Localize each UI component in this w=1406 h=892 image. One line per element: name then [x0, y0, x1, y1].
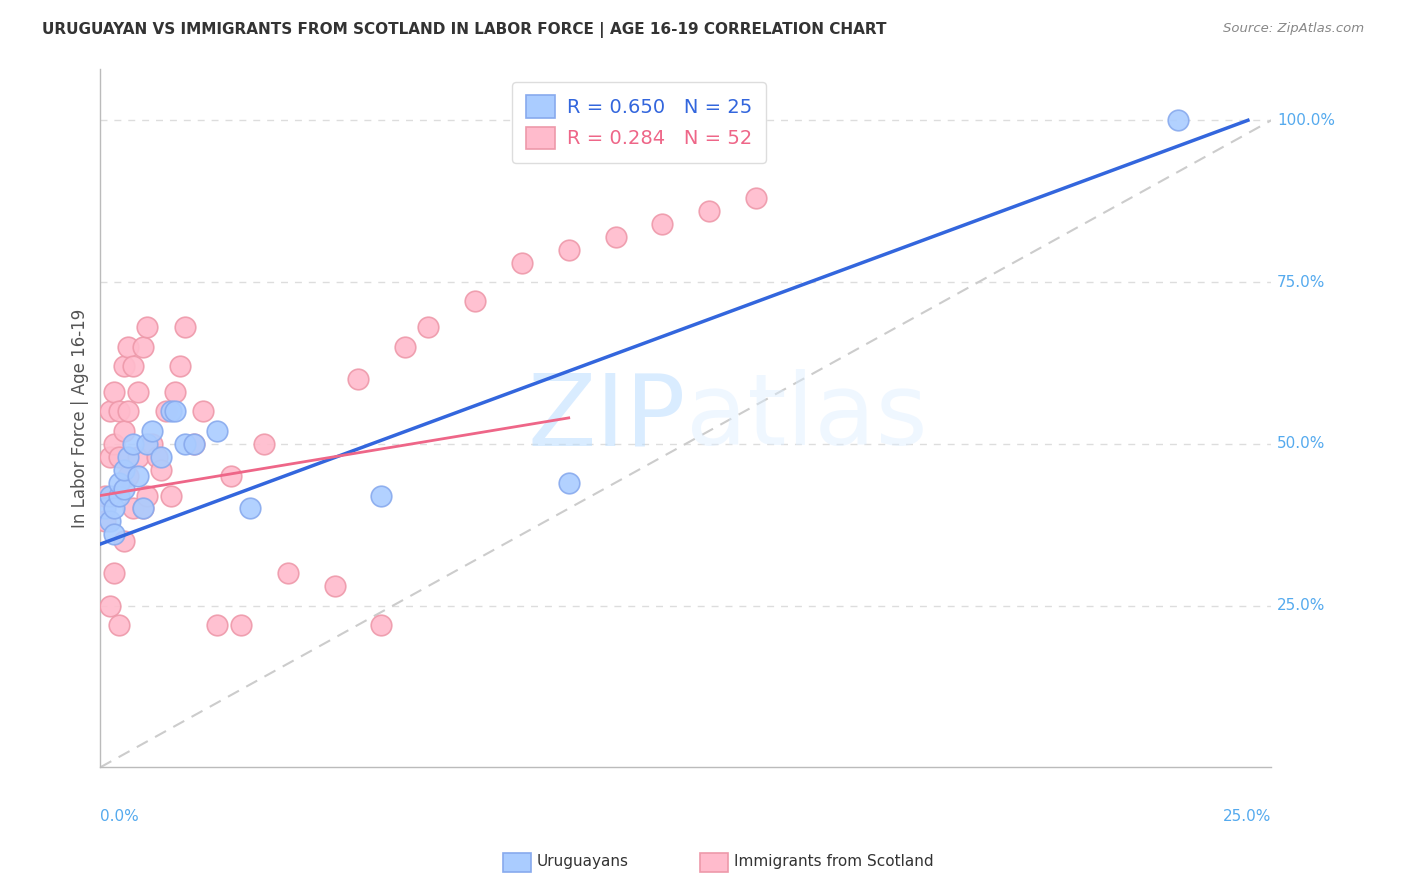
Point	[112, 533, 135, 548]
Text: 25.0%: 25.0%	[1223, 809, 1271, 824]
Point	[112, 463, 135, 477]
Point	[150, 450, 173, 464]
Text: URUGUAYAN VS IMMIGRANTS FROM SCOTLAND IN LABOR FORCE | AGE 16-19 CORRELATION CHA: URUGUAYAN VS IMMIGRANTS FROM SCOTLAND IN…	[42, 22, 887, 38]
Point	[94, 489, 117, 503]
Point	[651, 217, 673, 231]
Text: 50.0%: 50.0%	[1277, 436, 1326, 451]
Point	[122, 501, 145, 516]
Point	[122, 437, 145, 451]
Point	[127, 469, 149, 483]
Point	[108, 489, 131, 503]
Text: 0.0%: 0.0%	[100, 809, 139, 824]
Point	[141, 437, 163, 451]
Point	[277, 566, 299, 581]
Point	[155, 404, 177, 418]
Point	[103, 527, 125, 541]
Point	[112, 359, 135, 373]
Point	[150, 463, 173, 477]
Point	[103, 566, 125, 581]
Point	[98, 404, 121, 418]
Point	[94, 501, 117, 516]
Legend: R = 0.650   N = 25, R = 0.284   N = 52: R = 0.650 N = 25, R = 0.284 N = 52	[512, 82, 766, 162]
Point	[558, 475, 581, 490]
Point	[745, 191, 768, 205]
Text: Uruguayans: Uruguayans	[537, 855, 628, 869]
Point	[229, 618, 252, 632]
Point	[239, 501, 262, 516]
Text: ZIP: ZIP	[527, 369, 686, 467]
Point	[464, 294, 486, 309]
Text: Source: ZipAtlas.com: Source: ZipAtlas.com	[1223, 22, 1364, 36]
Point	[418, 320, 440, 334]
Point	[193, 404, 215, 418]
Point	[165, 404, 187, 418]
Point	[98, 489, 121, 503]
Point	[159, 489, 181, 503]
Point	[136, 320, 159, 334]
Point	[131, 501, 153, 516]
Point	[108, 404, 131, 418]
Point	[136, 437, 159, 451]
Y-axis label: In Labor Force | Age 16-19: In Labor Force | Age 16-19	[72, 309, 89, 527]
Point	[112, 424, 135, 438]
Point	[98, 599, 121, 613]
Point	[131, 501, 153, 516]
Point	[159, 404, 181, 418]
Point	[122, 359, 145, 373]
Point	[169, 359, 191, 373]
Point	[510, 255, 533, 269]
Point	[127, 450, 149, 464]
Point	[136, 489, 159, 503]
Point	[370, 618, 392, 632]
Point	[323, 579, 346, 593]
Point	[183, 437, 205, 451]
Point	[370, 489, 392, 503]
Point	[131, 340, 153, 354]
Point	[117, 450, 139, 464]
Point	[221, 469, 243, 483]
Point	[165, 384, 187, 399]
Point	[207, 618, 229, 632]
Point	[108, 475, 131, 490]
Point	[558, 243, 581, 257]
Text: Immigrants from Scotland: Immigrants from Scotland	[734, 855, 934, 869]
Point	[1167, 113, 1189, 128]
Point	[173, 437, 195, 451]
Text: 100.0%: 100.0%	[1277, 112, 1336, 128]
Point	[117, 404, 139, 418]
Point	[253, 437, 276, 451]
Point	[108, 618, 131, 632]
Point	[347, 372, 370, 386]
Point	[112, 482, 135, 496]
Point	[98, 515, 121, 529]
Text: atlas: atlas	[686, 369, 928, 467]
Point	[94, 515, 117, 529]
Text: 25.0%: 25.0%	[1277, 598, 1326, 613]
Text: 75.0%: 75.0%	[1277, 275, 1326, 290]
Point	[183, 437, 205, 451]
Point	[127, 384, 149, 399]
Point	[117, 469, 139, 483]
Point	[117, 340, 139, 354]
Point	[697, 203, 720, 218]
Point	[173, 320, 195, 334]
Point	[103, 437, 125, 451]
Point	[103, 501, 125, 516]
Point	[207, 424, 229, 438]
Point	[108, 450, 131, 464]
Point	[98, 450, 121, 464]
Point	[605, 229, 627, 244]
Point	[103, 384, 125, 399]
Point	[394, 340, 416, 354]
Point	[141, 424, 163, 438]
Point	[145, 450, 167, 464]
